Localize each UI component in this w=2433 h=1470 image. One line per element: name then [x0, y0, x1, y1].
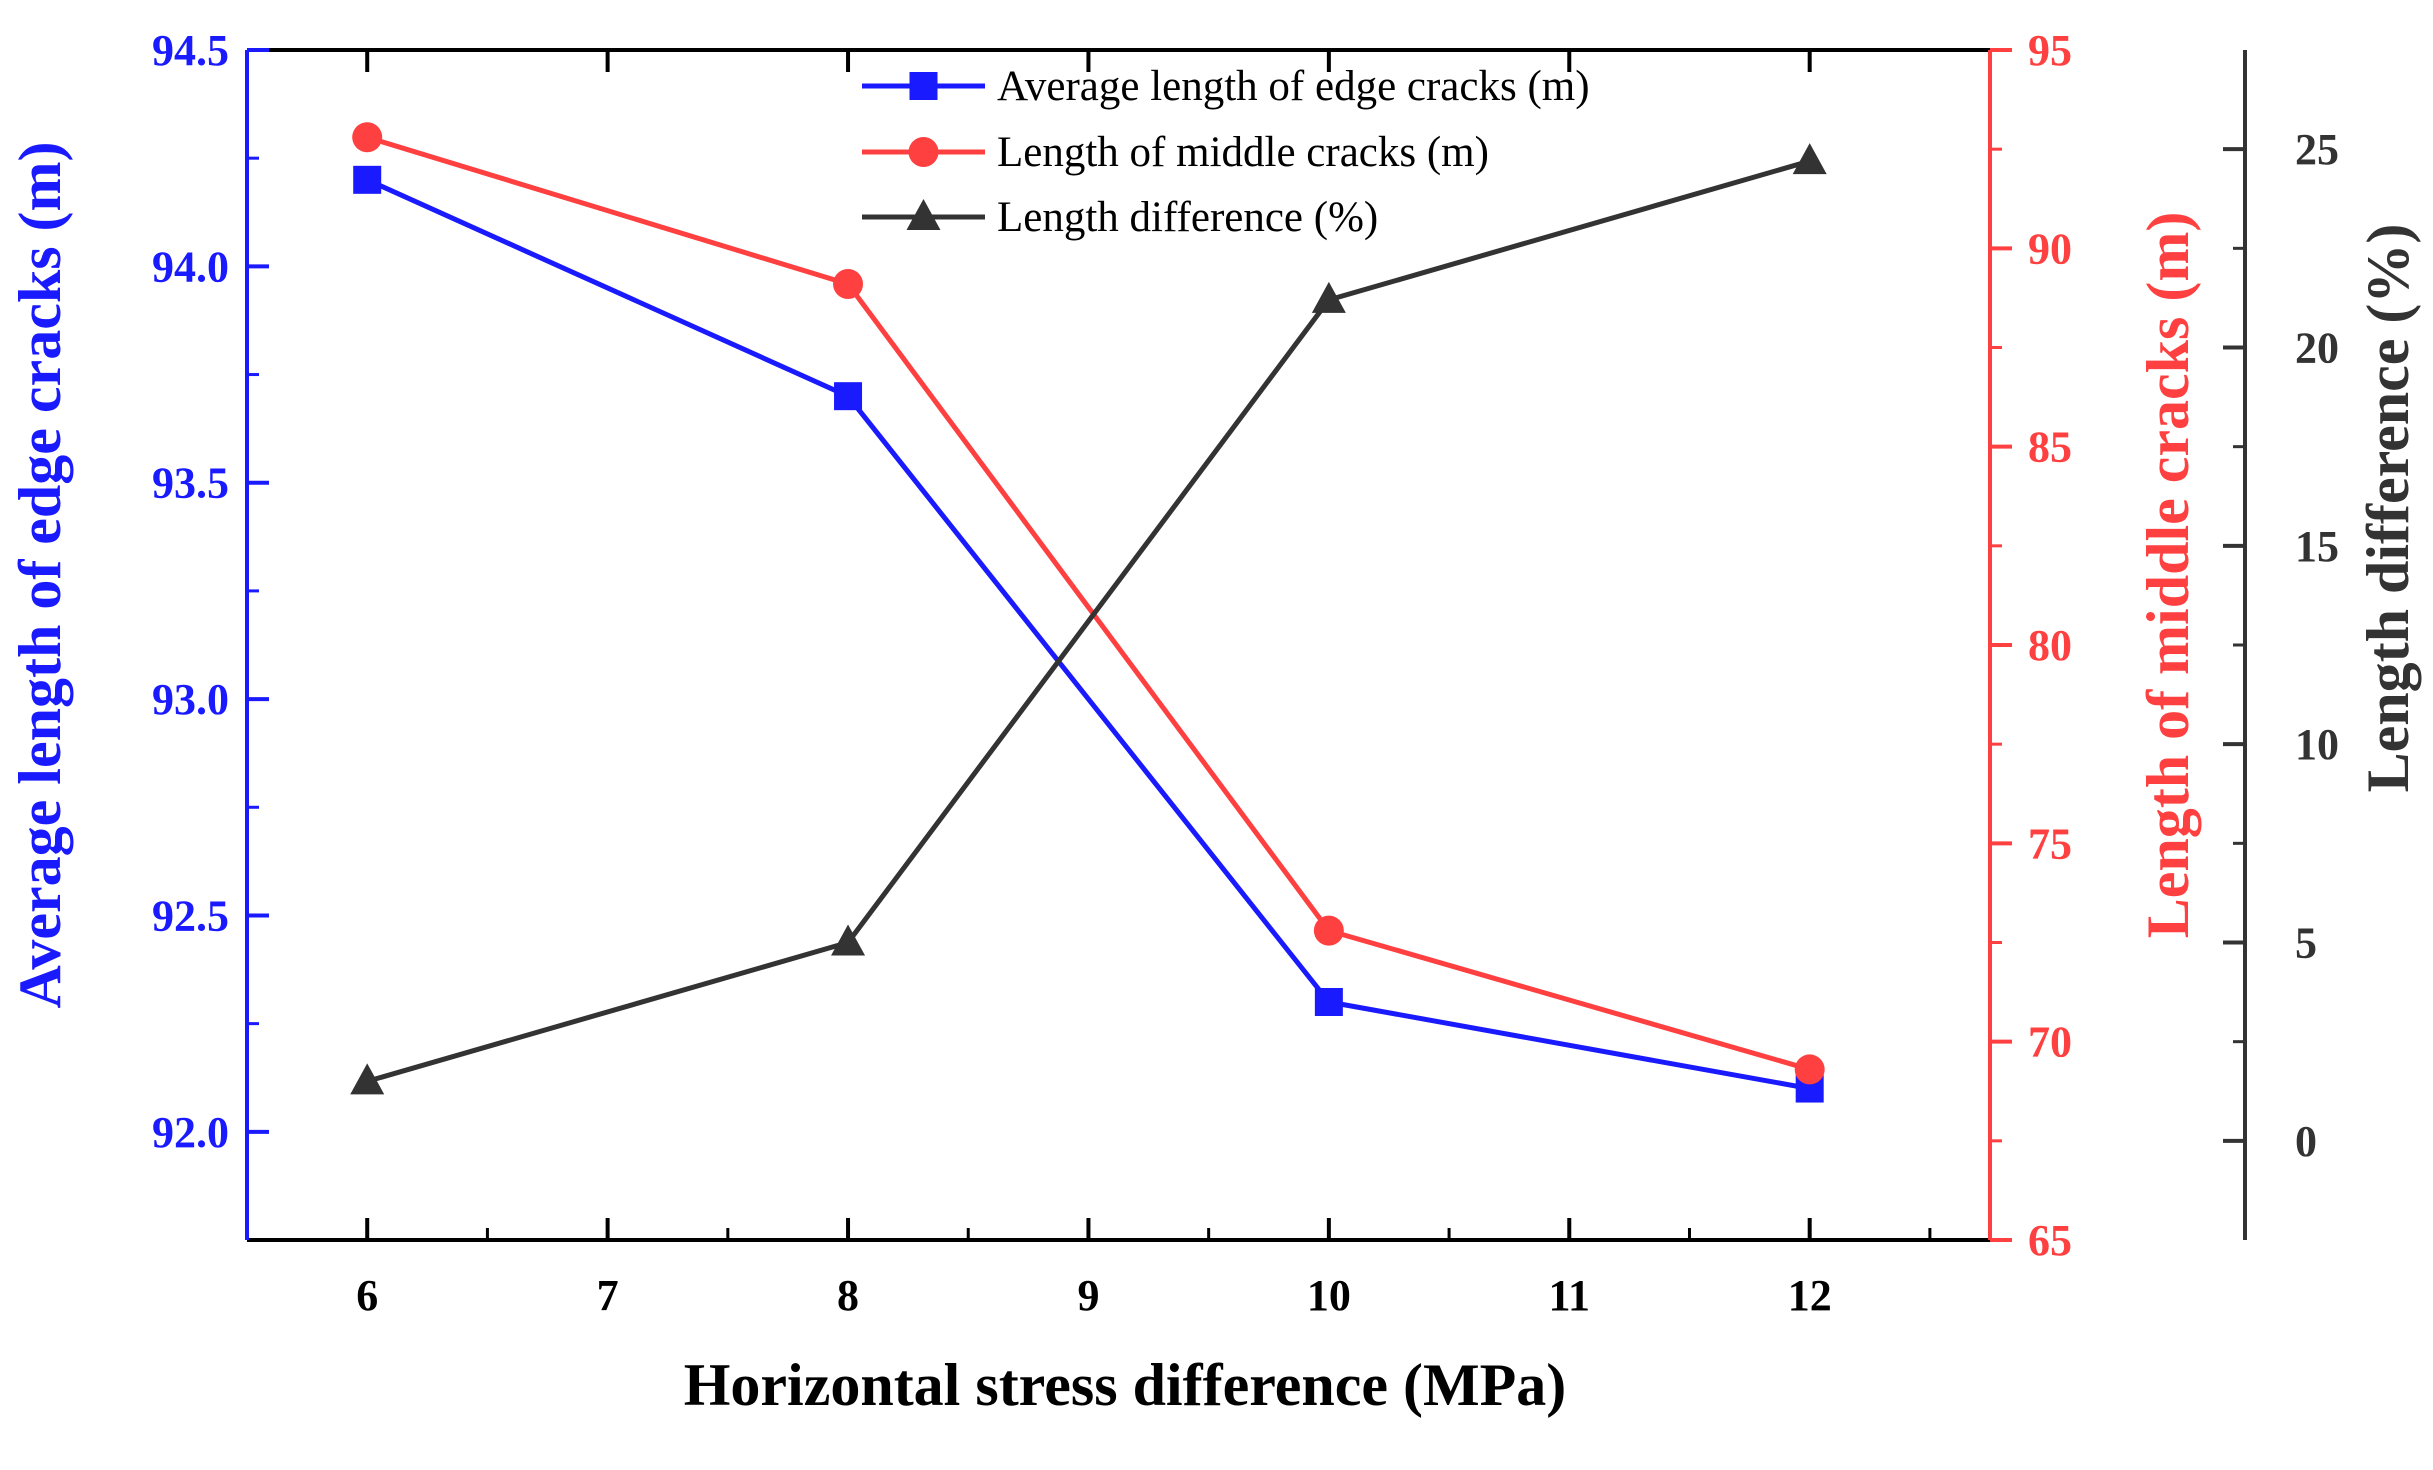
right-y-tick-label: 65 — [2028, 1216, 2072, 1265]
series-3-point — [831, 924, 866, 956]
left-y-tick-label: 92.0 — [152, 1108, 229, 1157]
axes-layer: 6 7 8 9 10 11 12 92.0 92.5 93.0 93.5 94.0 94.5 65 70 75… — [152, 26, 2339, 1320]
series-3-point — [350, 1063, 385, 1095]
x-tick-label: 10 — [1307, 1271, 1351, 1320]
x-tick-label: 8 — [837, 1271, 859, 1320]
series-2-line — [366, 134, 1811, 1072]
x-tick-label: 12 — [1788, 1271, 1832, 1320]
left-y-tick-label: 93.0 — [152, 675, 229, 724]
x-axis-title: Horizontal stress difference (MPa) — [684, 1352, 1567, 1418]
legend-swatch-marker-1 — [909, 72, 938, 100]
far-right-y-tick-label: 20 — [2295, 324, 2339, 373]
right-y-tick-label: 75 — [2028, 819, 2072, 868]
far-right-y-tick-label: 10 — [2295, 720, 2339, 769]
right-y-tick-label: 90 — [2028, 224, 2072, 273]
legend-swatch-marker-2 — [908, 137, 939, 167]
right-y-axis-title: Length of middle cracks (m) — [2135, 212, 2201, 939]
left-y-tick-label: 92.5 — [152, 891, 229, 940]
left-y-tick-label: 94.0 — [152, 242, 229, 291]
far-right-y-tick-label: 0 — [2295, 1117, 2317, 1166]
right-y-tick-label: 95 — [2028, 26, 2072, 75]
series-2-point — [1794, 1054, 1825, 1085]
legend: Average length of edge cracks (m) Length … — [862, 63, 1590, 241]
series-1-line — [366, 177, 1811, 1092]
legend-swatch-marker-3 — [906, 199, 941, 230]
series-3-line — [366, 158, 1811, 1084]
x-tick-label: 11 — [1548, 1271, 1590, 1320]
far-right-y-tick-label: 5 — [2295, 919, 2317, 968]
legend-label-2: Length of middle cracks (m) — [997, 129, 1489, 176]
legend-label-3: Length difference (%) — [997, 194, 1378, 241]
series-2-point — [352, 122, 383, 153]
far-right-y-tick-label: 15 — [2295, 522, 2339, 571]
legend-label-1: Average length of edge cracks (m) — [997, 63, 1590, 110]
left-y-axis-title: Average length of edge cracks (m) — [7, 142, 73, 1009]
right-y-tick-label: 85 — [2028, 423, 2072, 472]
far-right-y-tick-label: 25 — [2295, 125, 2339, 174]
axis-titles: Horizontal stress difference (MPa) Avera… — [7, 142, 2421, 1418]
series-layer — [350, 122, 1827, 1103]
far-right-y-axis-title: Length difference (%) — [2355, 224, 2421, 793]
series-2-point — [1313, 915, 1344, 946]
series-1-point — [353, 165, 382, 194]
right-y-tick-label: 70 — [2028, 1018, 2072, 1067]
left-y-tick-label: 93.5 — [152, 459, 229, 508]
series-1-point — [834, 382, 863, 411]
right-y-tick-label: 80 — [2028, 621, 2072, 670]
series-3-point — [1311, 281, 1346, 313]
x-tick-label: 9 — [1077, 1271, 1099, 1320]
series-3-point — [1792, 143, 1827, 175]
x-tick-label: 7 — [597, 1271, 619, 1320]
left-y-tick-label: 94.5 — [152, 26, 229, 75]
series-2-point — [833, 269, 864, 300]
x-tick-label: 6 — [356, 1271, 378, 1320]
series-1-point — [1314, 988, 1343, 1016]
